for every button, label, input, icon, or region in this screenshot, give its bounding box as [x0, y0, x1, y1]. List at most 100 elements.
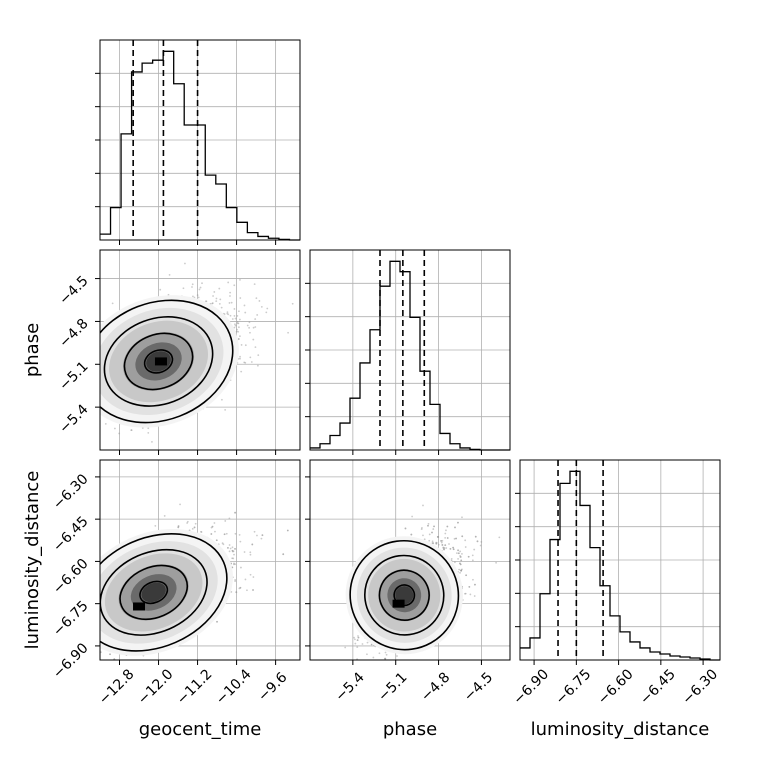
scatter-point	[95, 628, 97, 630]
scatter-point	[256, 364, 259, 367]
scatter-point	[236, 315, 239, 317]
scatter-point	[282, 553, 285, 556]
scatter-point	[168, 274, 171, 276]
scatter-point	[220, 306, 223, 309]
scatter-point	[109, 653, 111, 656]
scatter-point	[218, 302, 221, 305]
scatter-point	[98, 386, 100, 388]
scatter-point	[193, 526, 196, 529]
scatter-point	[215, 300, 218, 303]
scatter-point	[87, 599, 89, 601]
scatter-point	[92, 348, 94, 350]
scatter-point	[159, 288, 162, 291]
scatter-point	[239, 297, 242, 299]
contour-line	[119, 564, 189, 621]
panel-frame-diag-phase	[309, 249, 511, 451]
scatter-point	[84, 642, 86, 644]
scatter-point	[231, 546, 234, 549]
scatter-point	[234, 317, 237, 320]
scatter-point	[118, 432, 121, 435]
scatter-point	[233, 308, 236, 310]
scatter-point	[213, 291, 216, 293]
density-peak	[154, 357, 167, 366]
scatter-point	[236, 322, 239, 325]
scatter-point	[258, 300, 261, 302]
scatter-point	[235, 330, 238, 333]
scatter-point	[254, 326, 257, 328]
scatter-point	[97, 605, 99, 607]
scatter-point	[91, 414, 93, 416]
contour-line	[139, 580, 169, 605]
scatter-point	[228, 517, 231, 520]
scatter-point	[184, 262, 186, 265]
scatter-point	[224, 520, 227, 522]
scatter-point	[233, 553, 235, 556]
corner-panels: −12.8−12.0−11.2−10.4 −9.6 −5.4 −5.1 −4.8 −4.5…	[50, 39, 721, 708]
scatter-point	[104, 422, 107, 425]
scatter-point	[87, 404, 89, 406]
scatter-point	[92, 407, 94, 409]
scatter-point	[191, 527, 194, 530]
scatter-point	[234, 511, 237, 514]
scatter-point	[87, 638, 89, 640]
scatter-point	[147, 427, 150, 430]
scatter-point	[94, 352, 96, 354]
scatter-point	[87, 587, 89, 589]
contour-line	[123, 332, 194, 391]
scatter-point	[254, 318, 257, 320]
histogram-geocent_time	[100, 50, 300, 241]
scatter-point	[86, 624, 88, 626]
scatter-point	[147, 431, 150, 434]
scatter-point	[89, 591, 91, 593]
scatter-point	[97, 373, 99, 375]
scatter-point	[69, 646, 71, 648]
scatter-point	[90, 577, 92, 579]
scatter-point	[95, 612, 97, 614]
scatter-point	[215, 539, 218, 542]
scatter-point	[85, 591, 87, 593]
scatter-point	[239, 355, 241, 358]
scatter-point	[221, 398, 223, 401]
scatter-point	[266, 307, 269, 310]
scatter-point	[69, 646, 71, 648]
scatter-point	[92, 388, 94, 390]
scatter-point	[287, 331, 289, 334]
scatter-point	[97, 333, 99, 335]
scatter-point	[213, 522, 216, 524]
scatter-point	[228, 544, 231, 546]
scatter-point	[233, 315, 236, 317]
density-geocent_time-luminosity_distance	[69, 503, 289, 660]
scatter-point	[231, 549, 234, 552]
scatter-point	[227, 281, 230, 284]
scatter-point	[234, 324, 237, 327]
scatter-point	[98, 613, 100, 615]
scatter-point	[234, 579, 237, 581]
scatter-point	[89, 591, 91, 593]
scatter-point	[93, 392, 95, 394]
scatter-point	[95, 336, 97, 338]
scatter-point	[96, 359, 98, 361]
histogram-phase	[310, 260, 510, 451]
scatter-point	[114, 427, 116, 430]
scatter-point	[212, 295, 214, 297]
scatter-point	[87, 634, 89, 636]
scatter-point	[237, 330, 240, 333]
scatter-point	[92, 402, 94, 404]
scatter-point	[87, 622, 89, 624]
scatter-point	[91, 390, 93, 392]
scatter-point	[90, 562, 92, 564]
scatter-point	[234, 580, 237, 583]
scatter-point	[82, 619, 84, 621]
scatter-point	[243, 361, 246, 364]
scatter-point	[238, 533, 241, 536]
contour-line	[100, 548, 208, 636]
scatter-point	[237, 338, 240, 340]
scatter-point	[98, 613, 100, 615]
scatter-point	[82, 636, 84, 638]
scatter-point	[211, 302, 214, 305]
scatter-point	[201, 282, 203, 285]
contour-line	[103, 316, 214, 407]
scatter-point	[253, 530, 256, 533]
scatter-point	[90, 562, 92, 564]
scatter-point	[227, 313, 230, 316]
